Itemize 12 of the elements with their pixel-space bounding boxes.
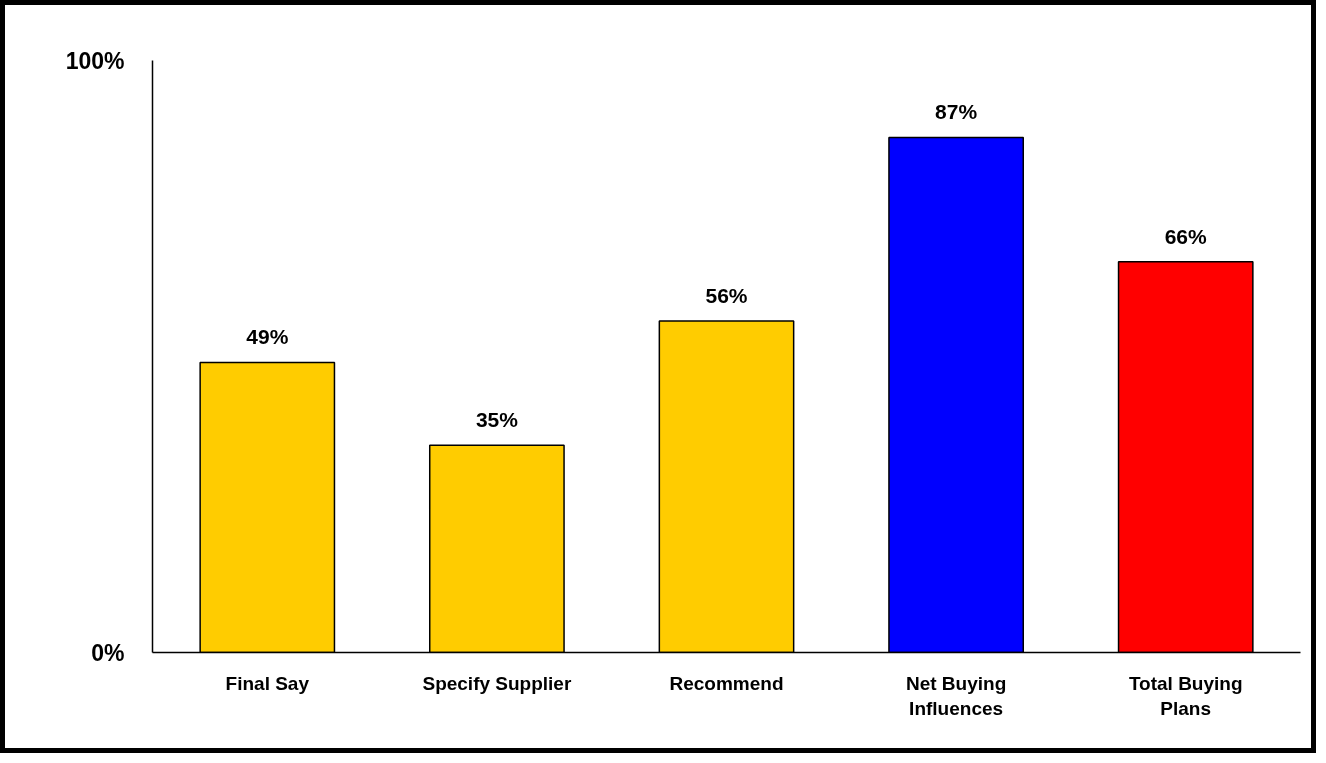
x-tick-label: Recommend xyxy=(669,672,784,694)
x-tick-label: Final Say xyxy=(225,672,310,694)
data-label: 56% xyxy=(705,283,748,307)
x-tick-label: Net Buying Influences xyxy=(905,672,1007,719)
y-tick-label: 100% xyxy=(65,47,125,74)
x-tick-label: Specify Supplier xyxy=(422,672,572,694)
data-label: 49% xyxy=(246,325,289,349)
x-tick-label: Total Buying Plans xyxy=(1128,672,1243,719)
data-label: 87% xyxy=(935,100,978,124)
y-tick-label: 0% xyxy=(91,639,125,666)
data-label: 66% xyxy=(1164,224,1208,248)
data-label: 35% xyxy=(475,408,519,432)
